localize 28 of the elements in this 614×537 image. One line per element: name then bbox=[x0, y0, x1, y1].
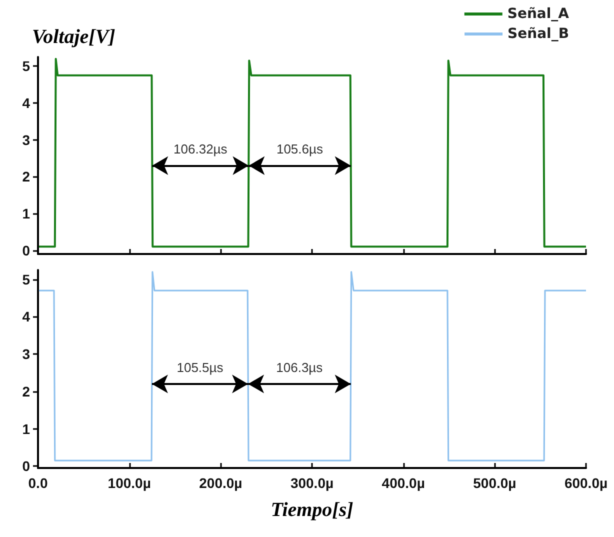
x-tick-label: 500.0µ bbox=[473, 475, 516, 491]
x-tick-label: 0.0 bbox=[28, 475, 48, 491]
y-axis-title: Voltaje[V] bbox=[32, 26, 116, 48]
x-tick-label: 600.0µ bbox=[564, 475, 608, 491]
x-tick-label: 100.0µ bbox=[108, 475, 151, 491]
y-tick-label: 1 bbox=[22, 420, 30, 437]
x-axis-title: Tiempo[s] bbox=[270, 499, 354, 521]
y-tick-label: 0 bbox=[22, 458, 30, 474]
y-tick-label: 5 bbox=[22, 58, 30, 74]
y-tick-label: 4 bbox=[22, 308, 30, 325]
x-tick-label: 300.0µ bbox=[290, 475, 334, 491]
y-tick-label: 3 bbox=[22, 346, 30, 362]
x-tick-label: 200.0µ bbox=[199, 475, 242, 491]
y-tick-label: 2 bbox=[22, 168, 30, 185]
annotation: 105.5µs bbox=[176, 360, 224, 375]
line-series bbox=[38, 58, 587, 248]
annotation: 105.6µs bbox=[276, 142, 324, 157]
y-tick-label: 2 bbox=[22, 383, 30, 400]
y-tick-label: 4 bbox=[22, 95, 30, 112]
y-tick-label: 0 bbox=[22, 242, 30, 258]
annotation: 106.32µs bbox=[174, 142, 228, 157]
x-tick-label: 400.0µ bbox=[382, 475, 425, 491]
y-tick-label: 5 bbox=[22, 271, 30, 288]
annotation: 106.3µs bbox=[276, 360, 324, 375]
legend-label: Señal_B bbox=[508, 26, 570, 42]
y-tick-label: 3 bbox=[22, 132, 30, 148]
legend-label: Señal_A bbox=[507, 6, 570, 22]
y-tick-label: 1 bbox=[22, 205, 30, 222]
